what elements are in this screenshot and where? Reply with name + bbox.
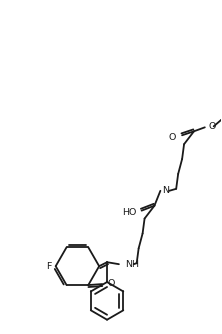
Text: H: H: [122, 208, 129, 217]
Text: N: N: [162, 186, 169, 195]
Text: F: F: [46, 262, 52, 271]
Text: O: O: [209, 122, 216, 131]
Text: O: O: [169, 133, 176, 142]
Text: NH: NH: [125, 260, 139, 269]
Text: O: O: [107, 279, 114, 288]
Text: O: O: [128, 208, 136, 217]
